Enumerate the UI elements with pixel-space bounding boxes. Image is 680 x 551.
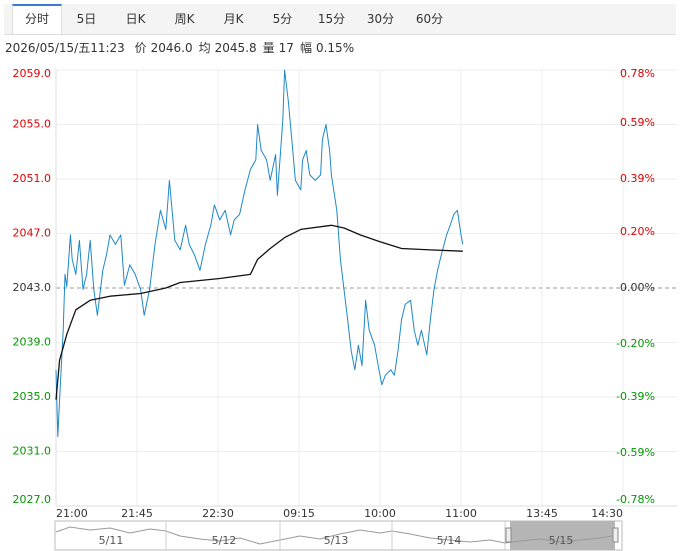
y2-tick-label: 0.78%: [620, 67, 655, 80]
info-label: 幅: [299, 41, 312, 55]
tab[interactable]: 15分: [317, 12, 346, 26]
info-value: 0.15%: [315, 41, 355, 55]
y-tick-label: 2027.0: [13, 493, 52, 506]
y2-tick-label: -0.39%: [616, 390, 655, 403]
tab[interactable]: 5日: [76, 12, 97, 26]
plot: [55, 69, 464, 437]
y2-tick-label: 0.20%: [620, 225, 655, 238]
navigator-handle[interactable]: [612, 527, 619, 543]
y2-tick-label: 0.00%: [620, 281, 655, 294]
info-item: 价 2046.0: [135, 41, 193, 55]
x-tick-label: 22:30: [202, 507, 234, 520]
navigator-selection[interactable]: [510, 521, 615, 550]
labels: 2059.0 2055.0 2051.0 2047.0 2043.0 2039.0 2035…: [13, 67, 656, 520]
info-value: 2045.8: [214, 41, 257, 55]
info-value: 2046.0: [150, 41, 193, 55]
navigator-handle[interactable]: [505, 527, 512, 543]
x-tick-label: 13:45: [526, 507, 558, 520]
y2-tick-label: -0.59%: [616, 446, 655, 459]
info-label: 价: [134, 41, 147, 55]
y-tick-label: 2051.0: [13, 172, 52, 185]
y-tick-label: 2031.0: [13, 445, 52, 458]
navigator-line: [55, 526, 613, 545]
navigator-dividers: [165, 521, 506, 550]
y-tick-label: 2059.0: [13, 67, 52, 80]
y-tick-label: 2039.0: [13, 336, 52, 349]
x-tick-label: 11:00: [445, 507, 477, 520]
info-value: 17: [278, 41, 294, 55]
info-item: 量 17: [263, 41, 294, 55]
y2-tick-label: 0.59%: [620, 116, 655, 129]
tab[interactable]: 月K: [223, 12, 244, 26]
tab-bar: 分时 5日 日K 周K 月K 5分 15分 30分 60分: [4, 4, 676, 35]
navigator-label: 5/14: [437, 534, 462, 547]
y-tick-label: 2035.0: [13, 390, 52, 403]
navigator-label: 5/11: [99, 534, 124, 547]
y-tick-label: 2047.0: [13, 227, 52, 240]
info-item: 幅 0.15%: [300, 41, 354, 55]
tab[interactable]: 5分: [272, 12, 293, 26]
tab[interactable]: 日K: [125, 12, 146, 26]
info-line: 2026/05/15/五11:23 价 2046.0 均 2045.8 量 17 幅 0.15…: [5, 39, 354, 56]
grid: [55, 69, 677, 507]
navigator-label: 5/13: [324, 534, 349, 547]
average-line: [55, 224, 463, 400]
tab[interactable]: 周K: [174, 12, 195, 26]
price-line: [55, 69, 464, 437]
info-item: 均 2045.8: [199, 41, 257, 55]
info-time: 2026/05/15/五11:23: [5, 41, 125, 55]
x-tick-label: 21:45: [121, 507, 153, 520]
x-tick-label: 10:00: [364, 507, 396, 520]
tab[interactable]: 30分: [366, 12, 395, 26]
tab[interactable]: 分时: [12, 4, 62, 34]
y-tick-label: 2055.0: [13, 118, 52, 131]
y2-tick-label: 0.39%: [620, 172, 655, 185]
x-tick-label: 09:15: [283, 507, 315, 520]
x-tick-label: 14:30: [591, 507, 623, 520]
navigator-label: 5/12: [212, 534, 237, 547]
y-tick-label: 2043.0: [13, 281, 52, 294]
navigator-label: 5/15: [549, 534, 574, 547]
y2-tick-label: -0.20%: [616, 337, 655, 350]
info-label: 均: [198, 41, 211, 55]
x-tick-label: 21:00: [56, 507, 88, 520]
y2-tick-label: -0.78%: [616, 493, 655, 506]
tab[interactable]: 60分: [415, 12, 444, 26]
info-label: 量: [262, 41, 275, 55]
